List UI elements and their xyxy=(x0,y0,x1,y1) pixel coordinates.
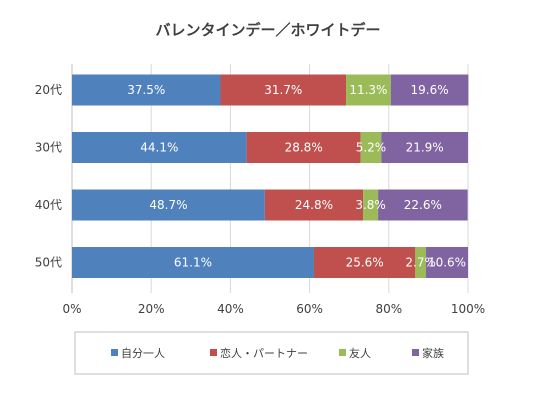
legend: 自分一人 恋人・パートナー 友人 家族 xyxy=(111,346,444,360)
legend-swatch xyxy=(412,349,419,356)
data-label: 24.8% xyxy=(295,198,333,212)
data-label: 61.1% xyxy=(174,256,212,270)
legend-label: 家族 xyxy=(422,346,444,360)
bars: 37.5% 31.7% 11.3% 19.6% 44.1% 28.8% 5.2% 21.9% 4… xyxy=(72,74,469,278)
data-label: 2.7% xyxy=(405,256,436,270)
x-tick-label: 80% xyxy=(375,302,402,316)
bar-segment xyxy=(264,189,364,221)
bar-segment xyxy=(390,74,469,106)
data-label: 3.8% xyxy=(355,198,386,212)
x-tick-label: 60% xyxy=(296,302,323,316)
legend-swatch xyxy=(111,349,118,356)
x-tick-label: 40% xyxy=(217,302,244,316)
bar-segment xyxy=(72,189,265,221)
bar-segment xyxy=(360,132,382,163)
data-label: 5.2% xyxy=(356,141,387,155)
data-label: 25.6% xyxy=(346,256,384,270)
legend-swatch xyxy=(339,349,346,356)
bar-segment xyxy=(381,132,468,163)
bar-segment xyxy=(72,74,221,106)
data-label: 10.6% xyxy=(428,256,466,270)
bar-segment xyxy=(346,74,391,106)
data-label: 11.3% xyxy=(349,83,387,97)
y-axis-categories: 20代 30代 40代 50代 xyxy=(35,83,62,270)
legend-swatch xyxy=(210,349,217,356)
bar-segment xyxy=(426,247,468,278)
data-label: 21.9% xyxy=(406,141,444,155)
bar-segment xyxy=(246,132,361,163)
legend-label: 友人 xyxy=(349,346,371,360)
legend-label: 自分一人 xyxy=(121,347,165,360)
data-label: 22.6% xyxy=(404,198,442,212)
category-label: 40代 xyxy=(35,198,62,212)
data-label: 37.5% xyxy=(127,83,165,97)
bar-segment xyxy=(363,189,379,221)
category-label: 50代 xyxy=(35,256,62,270)
bar-segment xyxy=(72,247,314,278)
x-tick-label: 0% xyxy=(62,302,81,316)
category-label: 20代 xyxy=(35,83,62,97)
bar-segment xyxy=(72,132,247,163)
x-tick-label: 20% xyxy=(138,302,165,316)
data-label: 48.7% xyxy=(149,198,187,212)
bar-segment xyxy=(313,247,416,278)
data-label: 44.1% xyxy=(140,141,178,155)
x-tick-label: 100% xyxy=(451,302,485,316)
chart-title: バレンタインデー／ホワイトデー xyxy=(155,21,380,39)
legend-label: 恋人・パートナー xyxy=(220,346,308,360)
data-label: 19.6% xyxy=(411,83,449,97)
x-axis-ticks: 0% 20% 40% 60% 80% 100% xyxy=(62,302,485,316)
category-label: 30代 xyxy=(35,141,62,155)
legend-box xyxy=(74,331,469,375)
bar-segment xyxy=(378,189,468,221)
bar-segment xyxy=(220,74,347,106)
bar-segment xyxy=(415,247,427,278)
data-label: 31.7% xyxy=(264,83,302,97)
data-label: 28.8% xyxy=(285,141,323,155)
